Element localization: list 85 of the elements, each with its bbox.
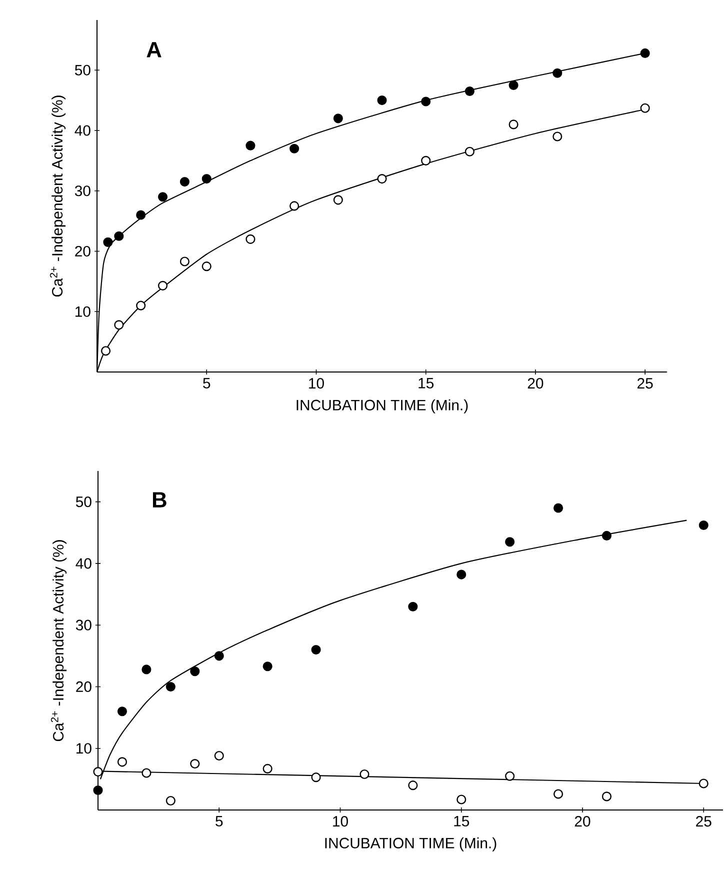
y-axis-title: Ca$^{2+}$ -Independent Activity (%) [50,540,67,742]
point [640,48,650,58]
point [142,664,152,674]
point [100,346,111,356]
point [103,237,113,247]
x-tick-label: 5 [203,378,210,388]
x-axis-title: INCUBATION TIME (Min.) [325,837,496,852]
point [360,769,370,780]
point [698,778,708,788]
point [640,103,650,113]
point [202,262,212,272]
text: B [152,492,166,508]
x-tick-label: 20 [528,378,544,389]
point [180,256,190,266]
x-tick-label: 20 [574,816,590,827]
y-tick-label: 30 [76,620,92,630]
y-tick-label: 50 [74,64,90,76]
y-tick-label: 50 [76,496,92,508]
point [464,146,474,156]
point [508,80,518,90]
point [505,771,515,781]
point [93,767,103,777]
point [456,794,466,804]
y-tick-label: 40 [76,558,92,569]
y-tick-label: 20 [76,681,92,692]
x-axis-title: INCUBATION TIME (Min.) [296,399,468,414]
x-tick-label: 5 [216,816,223,826]
y-axis-title: Ca$^{2+}$ -Independent Activity (%) [50,96,66,297]
point [698,520,708,530]
point [246,140,256,150]
point [290,201,300,211]
point [290,144,300,154]
point [408,780,418,790]
point [602,530,612,540]
x-tick-label: 10 [333,816,348,827]
point [456,570,466,580]
point [552,68,562,78]
point [136,300,146,310]
point [311,644,321,655]
x-tick-label: 15 [454,816,470,826]
text: A [146,42,162,58]
point [602,792,612,802]
point [142,768,152,778]
point [117,757,128,767]
point [93,785,103,796]
x-tick-label: 10 [309,378,324,389]
y-tick-label: 20 [75,246,90,257]
point [333,114,343,124]
point [262,662,272,672]
y-tick-label: 10 [76,743,92,754]
point [166,796,176,806]
point [377,174,387,184]
point [408,602,418,612]
y-tick-label: 40 [74,125,90,136]
point [190,666,200,676]
point [202,174,212,184]
point [553,789,564,799]
x-tick-label: 25 [696,816,712,827]
point [464,86,474,96]
point [136,210,146,220]
point [114,320,124,330]
point [333,195,343,205]
point [214,750,224,761]
point [214,651,224,661]
y-tick-label: 30 [74,186,90,196]
x-tick-label: 25 [638,378,653,389]
point [421,96,431,106]
point [553,503,564,513]
point [262,764,272,774]
point [421,156,431,166]
point [311,772,321,782]
point [117,706,128,716]
point [190,758,200,769]
x-tick-label: 15 [418,378,434,388]
point [166,682,176,692]
point [377,96,387,106]
point [158,280,168,290]
point [508,120,518,130]
y-tick-label: 10 [76,306,90,317]
point [246,234,256,244]
point [114,231,124,241]
point [505,537,515,547]
point [158,192,168,202]
point [180,177,190,187]
point [552,132,562,142]
